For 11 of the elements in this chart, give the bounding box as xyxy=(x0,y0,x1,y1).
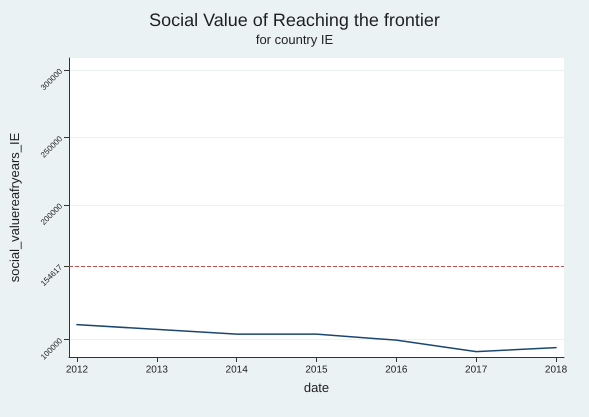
x-axis-title: date xyxy=(304,380,330,395)
x-tick-label: 2016 xyxy=(385,364,408,376)
x-tick-label: 2014 xyxy=(226,364,248,376)
x-tick-label: 2017 xyxy=(465,364,488,376)
x-tick-label: 2018 xyxy=(544,364,568,376)
x-tick-label: 2015 xyxy=(305,364,328,376)
x-tick-label: 2012 xyxy=(66,364,89,376)
y-axis-title: social_valuereafryears_IE xyxy=(7,132,22,282)
chart-subtitle: for country IE xyxy=(256,32,334,47)
x-tick-label: 2013 xyxy=(146,364,168,376)
chart-title: Social Value of Reaching the frontier xyxy=(149,10,440,30)
